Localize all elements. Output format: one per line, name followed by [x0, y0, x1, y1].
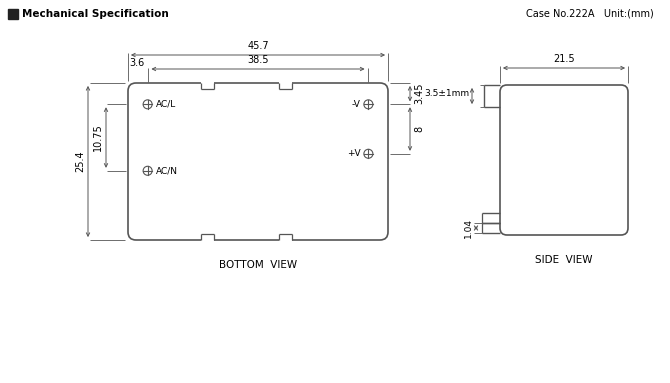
Text: 8: 8: [414, 126, 424, 132]
Bar: [201, 81, 214, 89]
Text: 25.4: 25.4: [75, 151, 85, 172]
Text: 45.7: 45.7: [247, 41, 269, 51]
Text: 38.5: 38.5: [247, 55, 269, 65]
Text: Mechanical Specification: Mechanical Specification: [22, 9, 169, 19]
Text: AC/L: AC/L: [155, 100, 176, 109]
Text: 3.45: 3.45: [414, 83, 424, 105]
Text: 10.75: 10.75: [93, 124, 103, 151]
Bar: [279, 81, 292, 89]
Text: AC/N: AC/N: [155, 166, 178, 175]
Text: Case No.222A   Unit:(mm): Case No.222A Unit:(mm): [526, 9, 654, 19]
Text: -V: -V: [352, 100, 360, 109]
Text: 21.5: 21.5: [553, 54, 575, 64]
Bar: [8, 9, 18, 19]
Text: 3.5±1mm: 3.5±1mm: [424, 90, 469, 98]
Text: SIDE  VIEW: SIDE VIEW: [535, 255, 593, 265]
Text: 1.04: 1.04: [464, 218, 473, 238]
Bar: [279, 234, 292, 242]
Text: BOTTOM  VIEW: BOTTOM VIEW: [219, 260, 297, 270]
Bar: [201, 234, 214, 242]
Text: 3.6: 3.6: [129, 58, 144, 68]
Text: +V: +V: [347, 149, 360, 158]
